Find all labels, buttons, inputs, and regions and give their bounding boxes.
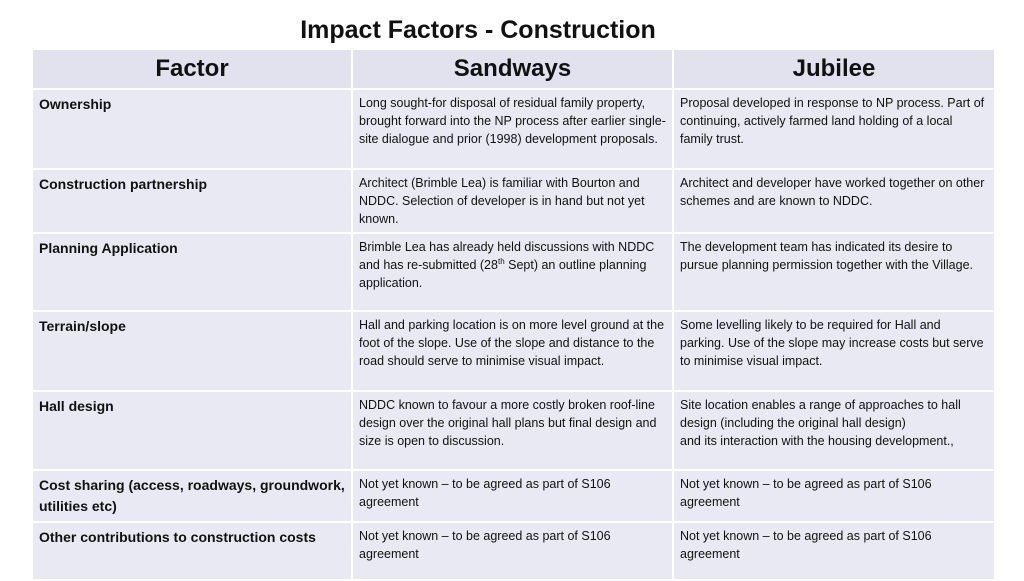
- table-row: Terrain/slope Hall and parking location i…: [31, 310, 996, 392]
- column-header: Factor: [31, 48, 353, 90]
- factor-cell: Hall design: [31, 390, 353, 471]
- table-cell: Some levelling likely to be required for…: [672, 310, 996, 392]
- table-cell: Brimble Lea has already held discussions…: [351, 232, 674, 312]
- table-cell: Not yet known – to be agreed as part of …: [351, 469, 674, 523]
- factor-cell: Planning Application: [31, 232, 353, 312]
- table-cell: Long sought-for disposal of residual fam…: [351, 88, 674, 170]
- superscript: th: [497, 256, 505, 266]
- table-row: Hall design NDDC known to favour a more c…: [31, 390, 996, 471]
- factor-cell: Construction partnership: [31, 168, 353, 234]
- text-run: Brimble Lea has already held discussions…: [359, 240, 655, 272]
- table-cell: Proposal developed in response to NP pro…: [672, 88, 996, 170]
- table-cell: Not yet known – to be agreed as part of …: [672, 469, 996, 523]
- factor-cell: Terrain/slope: [31, 310, 353, 392]
- table-cell: Not yet known – to be agreed as part of …: [351, 521, 674, 581]
- factor-cell: Cost sharing (access, roadways, groundwo…: [31, 469, 353, 523]
- table-row: Cost sharing (access, roadways, groundwo…: [31, 469, 996, 523]
- table-cell: NDDC known to favour a more costly broke…: [351, 390, 674, 471]
- table-cell: Hall and parking location is on more lev…: [351, 310, 674, 392]
- text-run: Sept) an outline planning application.: [359, 258, 647, 290]
- table-cell: Site location enables a range of approac…: [672, 390, 996, 471]
- factor-cell: Ownership: [31, 88, 353, 170]
- impact-table: Factor Sandways Jubilee Ownership Long soug…: [31, 48, 996, 581]
- column-header: Jubilee: [672, 48, 996, 90]
- page-title: Impact Factors - Construction: [300, 16, 656, 44]
- table-cell: The development team has indicated its d…: [672, 232, 996, 312]
- table-row: Ownership Long sought-for disposal of res…: [31, 88, 996, 170]
- table-cell: Not yet known – to be agreed as part of …: [672, 521, 996, 581]
- table-row: Construction partnership Architect (Brimb…: [31, 168, 996, 234]
- column-header: Sandways: [351, 48, 674, 90]
- table-cell: Architect (Brimble Lea) is familiar with…: [351, 168, 674, 234]
- table-cell: Architect and developer have worked toge…: [672, 168, 996, 234]
- table-row: Planning Application Brimble Lea has alre…: [31, 232, 996, 312]
- factor-cell: Other contributions to construction cost…: [31, 521, 353, 581]
- header-row: Factor Sandways Jubilee: [31, 48, 996, 90]
- table-row: Other contributions to construction cost…: [31, 521, 996, 581]
